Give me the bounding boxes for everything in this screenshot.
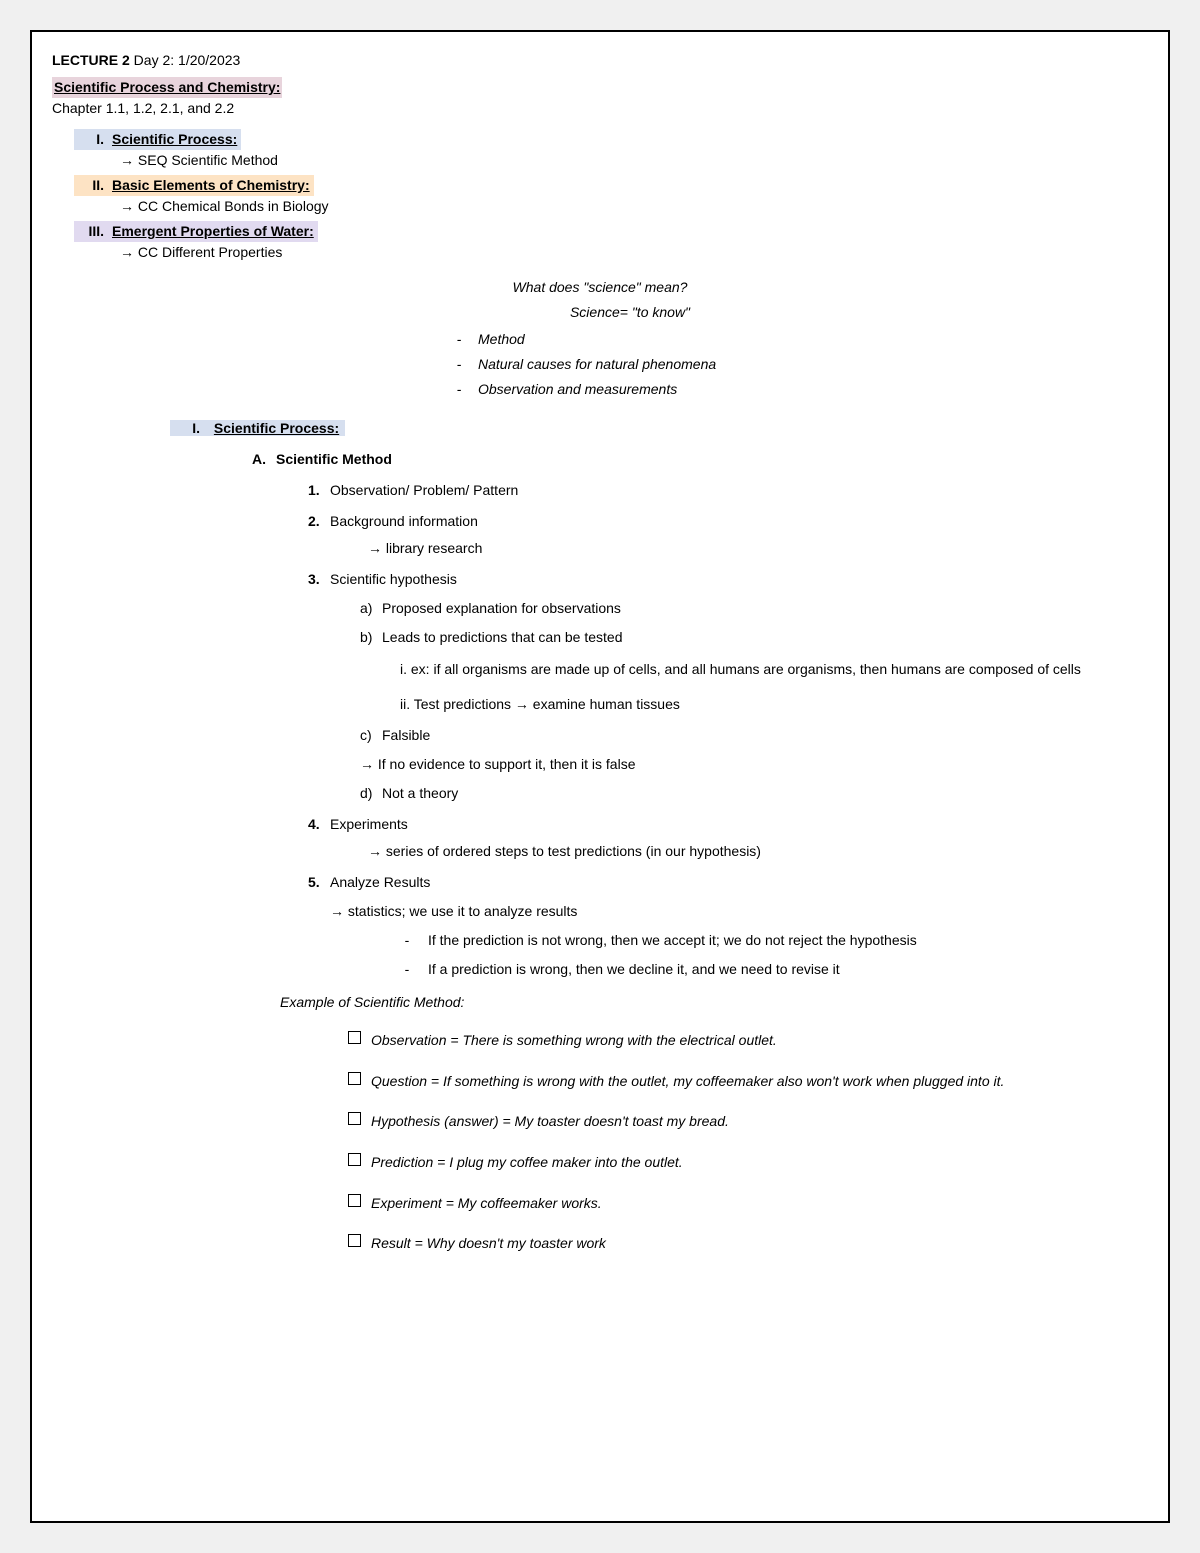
outline-sub: → CC Different Properties bbox=[120, 242, 1148, 263]
checkbox-icon[interactable] bbox=[348, 1031, 361, 1044]
step-3c: c)Falsible bbox=[360, 725, 1148, 746]
example-check-5: Experiment = My coffeemaker works. bbox=[348, 1190, 1148, 1217]
step-3b-ii: ii. Test predictions → examine human tis… bbox=[400, 691, 1148, 718]
center-bullet: -Method bbox=[452, 329, 1148, 350]
outline-title: Scientific Process: bbox=[108, 129, 241, 150]
checkbox-icon[interactable] bbox=[348, 1153, 361, 1166]
step-1: 1.Observation/ Problem/ Pattern bbox=[308, 480, 1148, 501]
step-4: 4.Experiments bbox=[308, 814, 1148, 835]
section-1-header: I. Scientific Process: bbox=[170, 418, 1148, 439]
main-title-row: Scientific Process and Chemistry: bbox=[52, 77, 1148, 98]
example-title: Example of Scientific Method: bbox=[280, 992, 1148, 1013]
lecture-label: LECTURE 2 bbox=[52, 52, 130, 68]
step-5-dash-a: -If the prediction is not wrong, then we… bbox=[400, 930, 1148, 951]
outline-roman: I. bbox=[74, 129, 108, 150]
center-bullet: -Natural causes for natural phenomena bbox=[452, 354, 1148, 375]
subsection-a: A.Scientific Method bbox=[252, 449, 1148, 470]
step-3c-arrow: → If no evidence to support it, then it … bbox=[360, 754, 1148, 775]
chapter-ref: Chapter 1.1, 1.2, 2.1, and 2.2 bbox=[52, 98, 1148, 119]
outline-title: Basic Elements of Chemistry: bbox=[108, 175, 314, 196]
example-check-4: Prediction = I plug my coffee maker into… bbox=[348, 1149, 1148, 1176]
checkbox-icon[interactable] bbox=[348, 1112, 361, 1125]
step-3b: b)Leads to predictions that can be teste… bbox=[360, 627, 1148, 648]
step-5-dash-b: -If a prediction is wrong, then we decli… bbox=[400, 959, 1148, 980]
outline-roman: II. bbox=[74, 175, 108, 196]
main-title: Scientific Process and Chemistry: bbox=[52, 77, 282, 98]
lecture-date: Day 2: 1/20/2023 bbox=[130, 52, 241, 68]
section-roman: I. bbox=[170, 418, 200, 439]
outline-item-2: II. Basic Elements of Chemistry: → CC Ch… bbox=[74, 175, 1148, 217]
outline-title: Emergent Properties of Water: bbox=[108, 221, 318, 242]
step-3: 3.Scientific hypothesis bbox=[308, 569, 1148, 590]
step-4-arrow: → series of ordered steps to test predic… bbox=[368, 841, 1148, 862]
step-3b-i: i. ex: if all organisms are made up of c… bbox=[400, 656, 1148, 683]
outline-sub: → CC Chemical Bonds in Biology bbox=[120, 196, 1148, 217]
outline-sub: → SEQ Scientific Method bbox=[120, 150, 1148, 171]
step-3d: d)Not a theory bbox=[360, 783, 1148, 804]
step-3a: a)Proposed explanation for observations bbox=[360, 598, 1148, 619]
document-page: LECTURE 2 Day 2: 1/20/2023 Scientific Pr… bbox=[30, 30, 1170, 1523]
step-2: 2.Background information bbox=[308, 511, 1148, 532]
center-answer: Science= "to know" bbox=[52, 302, 1148, 323]
step-5: 5.Analyze Results bbox=[308, 872, 1148, 893]
outline-item-1: I. Scientific Process: → SEQ Scientific … bbox=[74, 129, 1148, 171]
checkbox-icon[interactable] bbox=[348, 1234, 361, 1247]
outline-item-3: III. Emergent Properties of Water: → CC … bbox=[74, 221, 1148, 263]
example-check-1: Observation = There is something wrong w… bbox=[348, 1027, 1148, 1054]
step-5-arrow: → statistics; we use it to analyze resul… bbox=[330, 901, 1148, 922]
example-check-6: Result = Why doesn't my toaster work bbox=[348, 1230, 1148, 1257]
section-title: Scientific Process: bbox=[214, 420, 339, 436]
example-check-3: Hypothesis (answer) = My toaster doesn't… bbox=[348, 1108, 1148, 1135]
checkbox-icon[interactable] bbox=[348, 1194, 361, 1207]
center-question: What does "science" mean? bbox=[52, 277, 1148, 298]
lecture-header: LECTURE 2 Day 2: 1/20/2023 bbox=[52, 50, 1148, 71]
outline-roman: III. bbox=[74, 221, 108, 242]
checkbox-icon[interactable] bbox=[348, 1072, 361, 1085]
example-check-2: Question = If something is wrong with th… bbox=[348, 1068, 1148, 1095]
center-bullet: -Observation and measurements bbox=[452, 379, 1148, 400]
step-2-arrow: → library research bbox=[368, 538, 1148, 559]
